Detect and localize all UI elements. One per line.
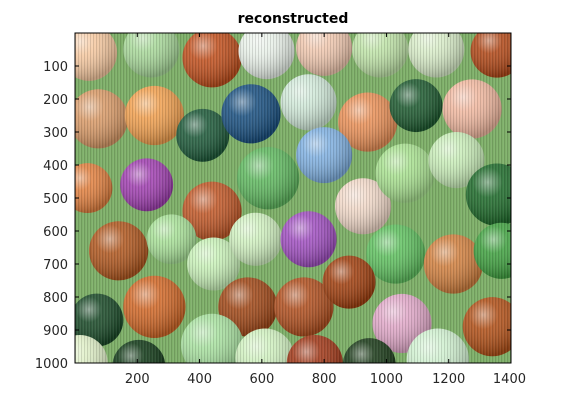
- y-tick-label: 200: [43, 93, 68, 108]
- x-tick-label: 800: [312, 372, 337, 387]
- y-tick-label: 100: [43, 60, 68, 75]
- image-area: [75, 33, 511, 363]
- x-tick-label: 1400: [493, 372, 526, 387]
- x-tick-label: 600: [249, 372, 274, 387]
- x-axis: 200 400 600 800 1000 1200 1400: [125, 33, 526, 387]
- y-tick-label: 400: [43, 159, 68, 174]
- y-tick-label: 1000: [35, 357, 68, 372]
- y-tick-label: 700: [43, 258, 68, 273]
- y-tick-label: 800: [43, 291, 68, 306]
- y-tick-label: 300: [43, 126, 68, 141]
- y-tick-label: 900: [43, 324, 68, 339]
- x-tick-label: 200: [125, 372, 150, 387]
- x-tick-label: 400: [187, 372, 212, 387]
- y-tick-label: 600: [43, 225, 68, 240]
- chart-title: reconstructed: [238, 11, 349, 27]
- y-tick-label: 500: [43, 192, 68, 207]
- scanline-overlay: [75, 33, 511, 363]
- x-tick-label: 1200: [432, 372, 465, 387]
- x-tick-label: 1000: [370, 372, 403, 387]
- y-axis: 100 200 300 400 500 600 700 800 900 1000: [35, 60, 511, 372]
